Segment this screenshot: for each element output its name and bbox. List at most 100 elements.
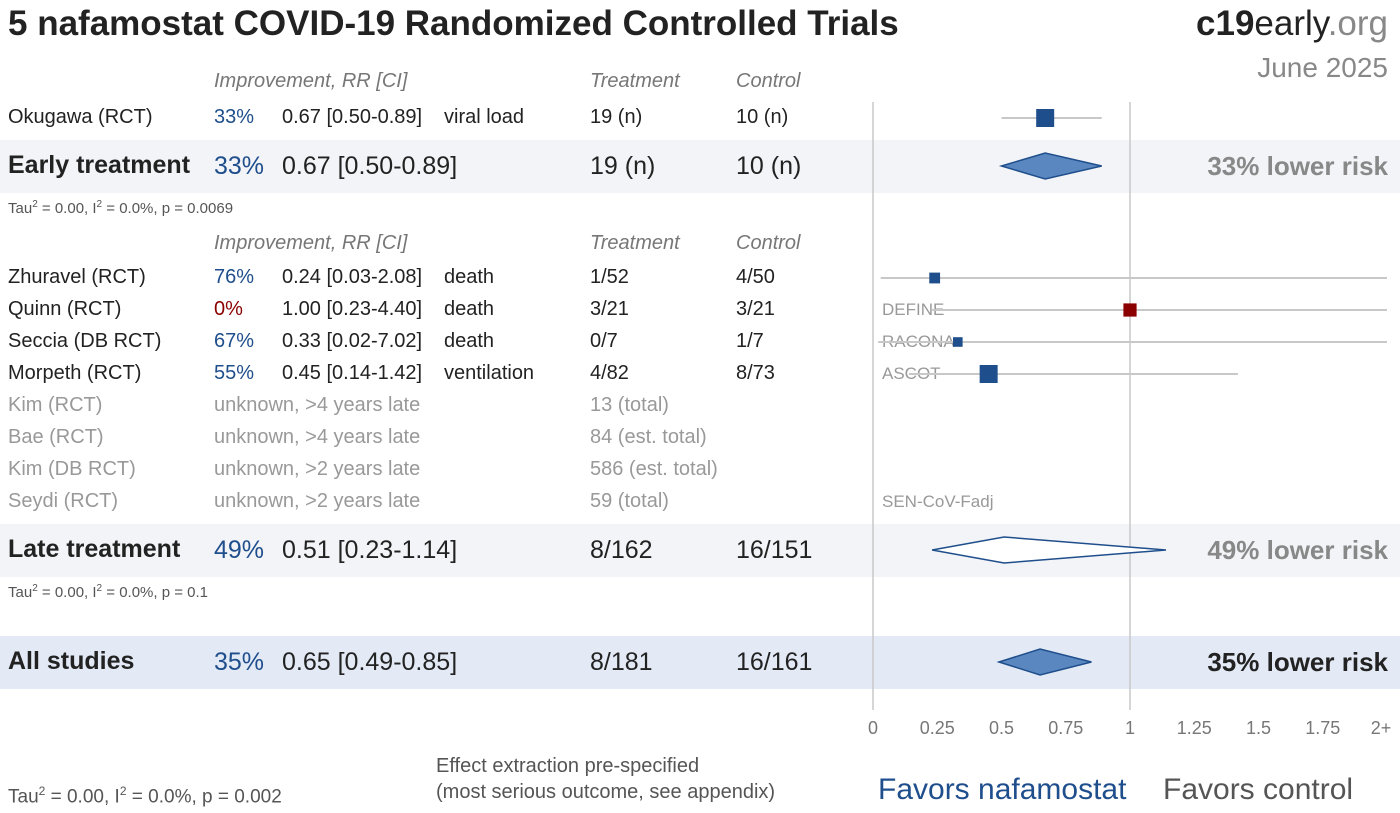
study-name: Zhuravel (RCT) <box>8 266 146 288</box>
brand-mid: early <box>1254 4 1328 43</box>
summary-diamond <box>996 648 1092 676</box>
all-summary-improvement: 35% <box>214 648 265 676</box>
study-outcome: death <box>444 298 495 320</box>
col-header-treatment: Treatment <box>590 70 680 92</box>
summary-diamond <box>931 536 1167 564</box>
late-lower-risk: 49% lower risk <box>1207 535 1388 565</box>
stat-i-sup: 2 <box>96 199 103 210</box>
pending-study-name: Kim (DB RCT) <box>8 458 136 480</box>
pending-study-name: Seydi (RCT) <box>8 490 119 512</box>
stat-tau-rest: = 0.00, I <box>37 200 97 217</box>
study-rr: 0.24 [0.03-2.08] <box>282 266 423 288</box>
late-summary-rr: 0.51 [0.23-1.14] <box>282 536 458 564</box>
late-summary-control: 16/151 <box>736 536 813 564</box>
pending-study-status: unknown, >2 years late <box>214 458 421 480</box>
axis-tick-label: 1.75 <box>1305 718 1341 738</box>
pending-study-size: 84 (est. total) <box>590 426 707 448</box>
study-marker <box>953 337 963 347</box>
stat-tau: Tau <box>8 786 39 808</box>
study-treatment: 19 (n) <box>590 106 643 128</box>
study-rr: 0.33 [0.02-7.02] <box>282 330 423 352</box>
study-improvement: 67% <box>214 330 255 352</box>
study-name: Quinn (RCT) <box>8 298 122 320</box>
axis-tick-label: 0.75 <box>1048 718 1084 738</box>
stat-tau-rest: = 0.00, I <box>37 584 97 601</box>
early-summary-band <box>0 140 1400 193</box>
all-summary-rr: 0.65 [0.49-0.85] <box>282 648 458 676</box>
late-summary-label: Late treatment <box>8 535 181 563</box>
study-control: 1/7 <box>736 330 764 352</box>
study-rr: 0.67 [0.50-0.89] <box>282 106 423 128</box>
stat-tau-sup: 2 <box>32 199 38 210</box>
study-control: 8/73 <box>736 362 775 384</box>
col-header-control-late: Control <box>736 232 801 254</box>
study-treatment: 3/21 <box>590 298 629 320</box>
axis-tick-label: 1.5 <box>1245 718 1272 738</box>
trial-label-sen-cov-fadj: SEN-CoV-Fadj <box>882 492 994 511</box>
favors-control-label: Favors control <box>1163 773 1354 806</box>
brand-bold: c19 <box>1196 4 1255 43</box>
all-summary-treatment: 8/181 <box>590 648 653 676</box>
study-marker <box>929 272 941 284</box>
col-header-improvement: Improvement, RR [CI] <box>214 70 408 92</box>
study-treatment: 4/82 <box>590 362 629 384</box>
late-summary-treatment: 8/162 <box>590 536 653 564</box>
pending-study-name: Bae (RCT) <box>8 426 104 448</box>
pending-study-status: unknown, >4 years late <box>214 394 421 416</box>
study-outcome: death <box>444 266 495 288</box>
late-summary-improvement: 49% <box>214 536 265 564</box>
stat-tau-sup: 2 <box>32 583 38 594</box>
effect-note-line1: Effect extraction pre-specified <box>436 755 700 777</box>
stat-tau: Tau <box>8 584 33 601</box>
study-outcome: viral load <box>444 106 525 128</box>
study-marker <box>1123 303 1137 317</box>
all-stats: Tau2 = 0.00, I2 = 0.0%, p = 0.002 <box>8 784 282 808</box>
study-control: 10 (n) <box>736 106 789 128</box>
pending-study-size: 13 (total) <box>590 394 669 416</box>
axis-tick-label: 1.25 <box>1176 718 1212 738</box>
early-lower-risk: 33% lower risk <box>1207 151 1388 181</box>
study-name: Seccia (DB RCT) <box>8 330 162 352</box>
study-outcome: death <box>444 330 495 352</box>
trial-label-define: DEFINE <box>882 300 945 319</box>
study-name: Morpeth (RCT) <box>8 362 142 384</box>
effect-note-line2: (most serious outcome, see appendix) <box>436 781 776 803</box>
study-marker <box>1036 109 1055 127</box>
all-summary-band <box>0 636 1400 689</box>
pending-study-size: 586 (est. total) <box>590 458 718 480</box>
axis-tick-label: 0.5 <box>988 718 1015 738</box>
study-improvement: 76% <box>214 266 255 288</box>
brand-logo[interactable]: c19early.org <box>1196 4 1388 44</box>
axis-tick-label: 1 <box>1124 718 1136 738</box>
stat-tau-sup: 2 <box>38 784 46 798</box>
study-marker <box>979 365 998 383</box>
stat-i-rest: = 0.0%, p = 0.1 <box>102 584 209 601</box>
axis-tick-label: 0.25 <box>919 718 955 738</box>
summary-diamond <box>998 152 1102 180</box>
late-stats: Tau2 = 0.00, I2 = 0.0%, p = 0.1 <box>8 583 208 601</box>
axis-tick-label: 2+ <box>1370 718 1392 738</box>
page-title: 5 nafamostat COVID-19 Randomized Control… <box>8 4 899 43</box>
late-summary-band <box>0 524 1400 577</box>
stat-i-rest: = 0.0%, p = 0.002 <box>126 786 282 808</box>
stat-tau-rest: = 0.00, I <box>45 786 120 808</box>
axis-tick-label: 0 <box>867 718 879 738</box>
brand-light: .org <box>1327 4 1388 43</box>
all-summary-control: 16/161 <box>736 648 813 676</box>
favors-treatment-label: Favors nafamostat <box>878 773 1127 806</box>
early-summary-label: Early treatment <box>8 151 191 179</box>
pending-study-status: unknown, >4 years late <box>214 426 421 448</box>
effect-note: Effect extraction pre-specified (most se… <box>436 753 775 805</box>
study-control: 3/21 <box>736 298 775 320</box>
all-summary-label: All studies <box>8 647 135 675</box>
study-improvement: 33% <box>214 106 255 128</box>
study-treatment: 0/7 <box>590 330 618 352</box>
early-summary-treatment: 19 (n) <box>590 152 656 180</box>
stat-i-rest: = 0.0%, p = 0.0069 <box>102 200 234 217</box>
study-rr: 1.00 [0.23-4.40] <box>282 298 423 320</box>
study-improvement: 0% <box>214 298 243 320</box>
study-improvement: 55% <box>214 362 255 384</box>
pending-study-status: unknown, >2 years late <box>214 490 421 512</box>
stat-tau: Tau <box>8 200 33 217</box>
